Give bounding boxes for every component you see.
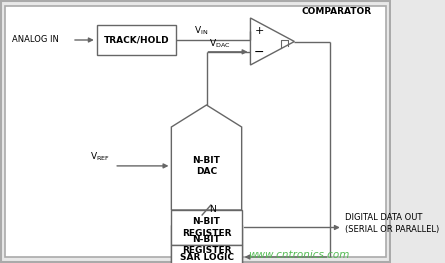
Text: www.cntronics.com: www.cntronics.com (248, 250, 349, 260)
Text: TRACK/HOLD: TRACK/HOLD (103, 36, 169, 44)
Polygon shape (171, 105, 242, 210)
Text: −: − (254, 45, 264, 58)
Text: DIGITAL DATA OUT
(SERIAL OR PARALLEL): DIGITAL DATA OUT (SERIAL OR PARALLEL) (345, 214, 440, 234)
Text: N-BIT
REGISTER: N-BIT REGISTER (182, 218, 231, 237)
Text: V$_\mathregular{DAC}$: V$_\mathregular{DAC}$ (209, 37, 231, 50)
Text: COMPARATOR: COMPARATOR (301, 7, 372, 16)
Text: +: + (255, 26, 264, 36)
Text: N: N (209, 205, 216, 215)
Text: N-BIT
REGISTER: N-BIT REGISTER (182, 235, 231, 255)
Text: SAR LOGIC: SAR LOGIC (179, 252, 234, 261)
Bar (171, 245, 242, 263)
Text: V$_\mathregular{IN}$: V$_\mathregular{IN}$ (194, 24, 209, 37)
Text: ANALOG IN: ANALOG IN (12, 36, 59, 44)
Bar (171, 210, 242, 245)
Text: N-BIT
DAC: N-BIT DAC (193, 156, 220, 176)
Polygon shape (251, 18, 295, 65)
Bar (171, 225, 242, 263)
Bar (97, 25, 176, 55)
Text: V$_\mathregular{REF}$: V$_\mathregular{REF}$ (90, 150, 110, 163)
